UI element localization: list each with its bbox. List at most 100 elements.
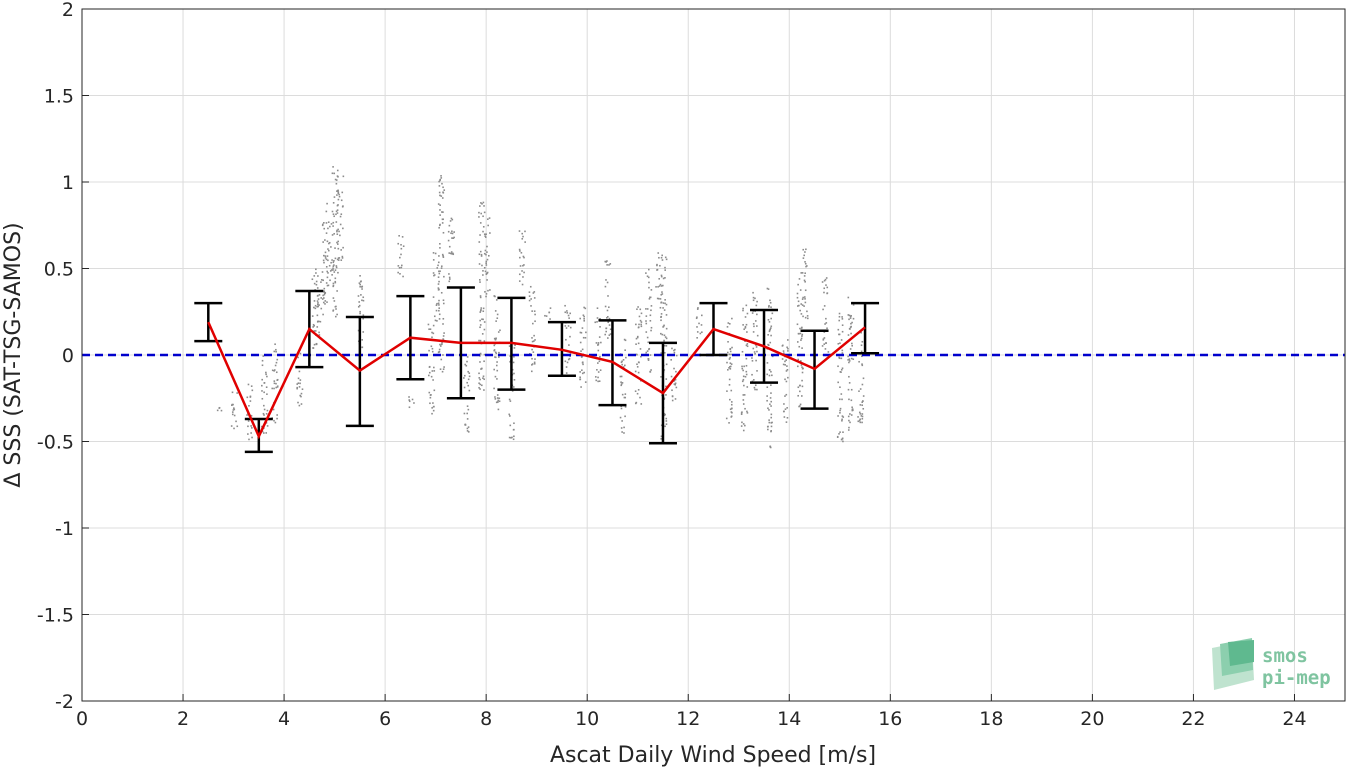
scatter-point [569, 326, 572, 329]
scatter-point [276, 358, 279, 361]
scatter-point [580, 331, 583, 334]
x-tick-label: 22 [1181, 708, 1205, 730]
scatter-point [660, 301, 662, 304]
scatter-point [800, 272, 803, 274]
scatter-point [429, 396, 432, 399]
scatter-point [327, 272, 329, 274]
scatter-point [496, 397, 499, 399]
scatter-point [583, 319, 586, 322]
scatter-point [233, 427, 235, 430]
scatter-point [464, 424, 467, 426]
scatter-point [235, 420, 237, 423]
scatter-point [438, 318, 441, 320]
scatter-point [448, 276, 451, 279]
scatter-point [826, 327, 828, 330]
scatter-point [443, 189, 446, 191]
scatter-point [786, 407, 788, 409]
scatter-point [467, 384, 470, 387]
scatter-point [800, 364, 803, 366]
scatter-point [519, 250, 521, 252]
scatter-point [796, 292, 799, 295]
scatter-point [534, 358, 536, 360]
scatter-point [330, 269, 333, 271]
scatter-point [263, 432, 265, 434]
scatter-point [335, 182, 338, 185]
scatter-point [605, 279, 607, 281]
scatter-point [333, 196, 336, 198]
scatter-point [662, 307, 664, 309]
scatter-point [361, 286, 363, 288]
scatter-point [838, 398, 841, 401]
scatter-point [565, 327, 568, 329]
scatter-point [860, 415, 863, 417]
scatter-point [533, 297, 536, 299]
scatter-point [337, 257, 340, 259]
scatter-point [233, 407, 235, 409]
scatter-point [231, 411, 234, 413]
scatter-point [770, 430, 772, 433]
scatter-point [800, 337, 803, 340]
scatter-point [338, 195, 341, 198]
scatter-point [647, 357, 650, 360]
scatter-point [508, 436, 511, 439]
scatter-point [250, 414, 253, 417]
scatter-point [839, 409, 841, 412]
scatter-point [658, 297, 660, 300]
scatter-point [674, 398, 677, 400]
scatter-point [645, 272, 647, 274]
scatter-point [483, 360, 485, 363]
scatter-point [660, 256, 663, 259]
scatter-point [493, 349, 496, 352]
scatter-point [744, 375, 747, 378]
scatter-point [770, 384, 772, 386]
scatter-point [497, 408, 500, 411]
scatter-point [852, 409, 854, 412]
scatter-point [531, 363, 534, 365]
scatter-point [246, 414, 248, 416]
scatter-point [478, 211, 480, 214]
scatter-point [663, 344, 666, 347]
scatter-point [497, 331, 500, 333]
scatter-point [771, 312, 774, 315]
scatter-point [782, 350, 785, 352]
scatter-point [825, 322, 828, 324]
scatter-point [675, 370, 677, 373]
scatter-point [579, 378, 582, 381]
scatter-point [335, 210, 338, 213]
scatter-point [840, 438, 843, 441]
scatter-point [443, 332, 445, 334]
scatter-point [485, 233, 487, 236]
scatter-point [841, 316, 843, 318]
scatter-point [621, 382, 624, 384]
scatter-point [522, 276, 524, 278]
scatter-point [822, 308, 824, 311]
scatter-point [621, 431, 623, 433]
scatter-point [695, 317, 698, 320]
scatter-point [340, 199, 343, 202]
scatter-point [806, 317, 809, 320]
scatter-point [529, 285, 532, 288]
scatter-point [439, 247, 441, 249]
scatter-point [860, 350, 863, 353]
scatter-point [318, 294, 321, 296]
scatter-point [803, 275, 806, 277]
scatter-point [273, 380, 276, 382]
scatter-point [435, 309, 438, 312]
scatter-point [323, 261, 325, 264]
y-tick-labels: 2 1.5 1 0.5 0 -0.5 -1 -1.5 -2 [37, 0, 74, 713]
x-tick-labels: 0 2 4 6 8 10 12 14 16 18 20 22 24 [76, 708, 1307, 730]
scatter-point [513, 379, 516, 381]
scatter-point [746, 312, 749, 315]
scatter-point [801, 366, 803, 368]
scatter-point [326, 240, 329, 243]
scatter-point [784, 364, 786, 366]
scatter-point [439, 179, 441, 182]
scatter-point [334, 281, 337, 284]
scatter-point [437, 276, 440, 278]
scatter-point [840, 371, 842, 373]
scatter-point [821, 345, 824, 347]
scatter-point [583, 318, 585, 320]
scatter-point [596, 317, 599, 319]
scatter-point [859, 388, 862, 390]
scatter-point [487, 254, 490, 257]
